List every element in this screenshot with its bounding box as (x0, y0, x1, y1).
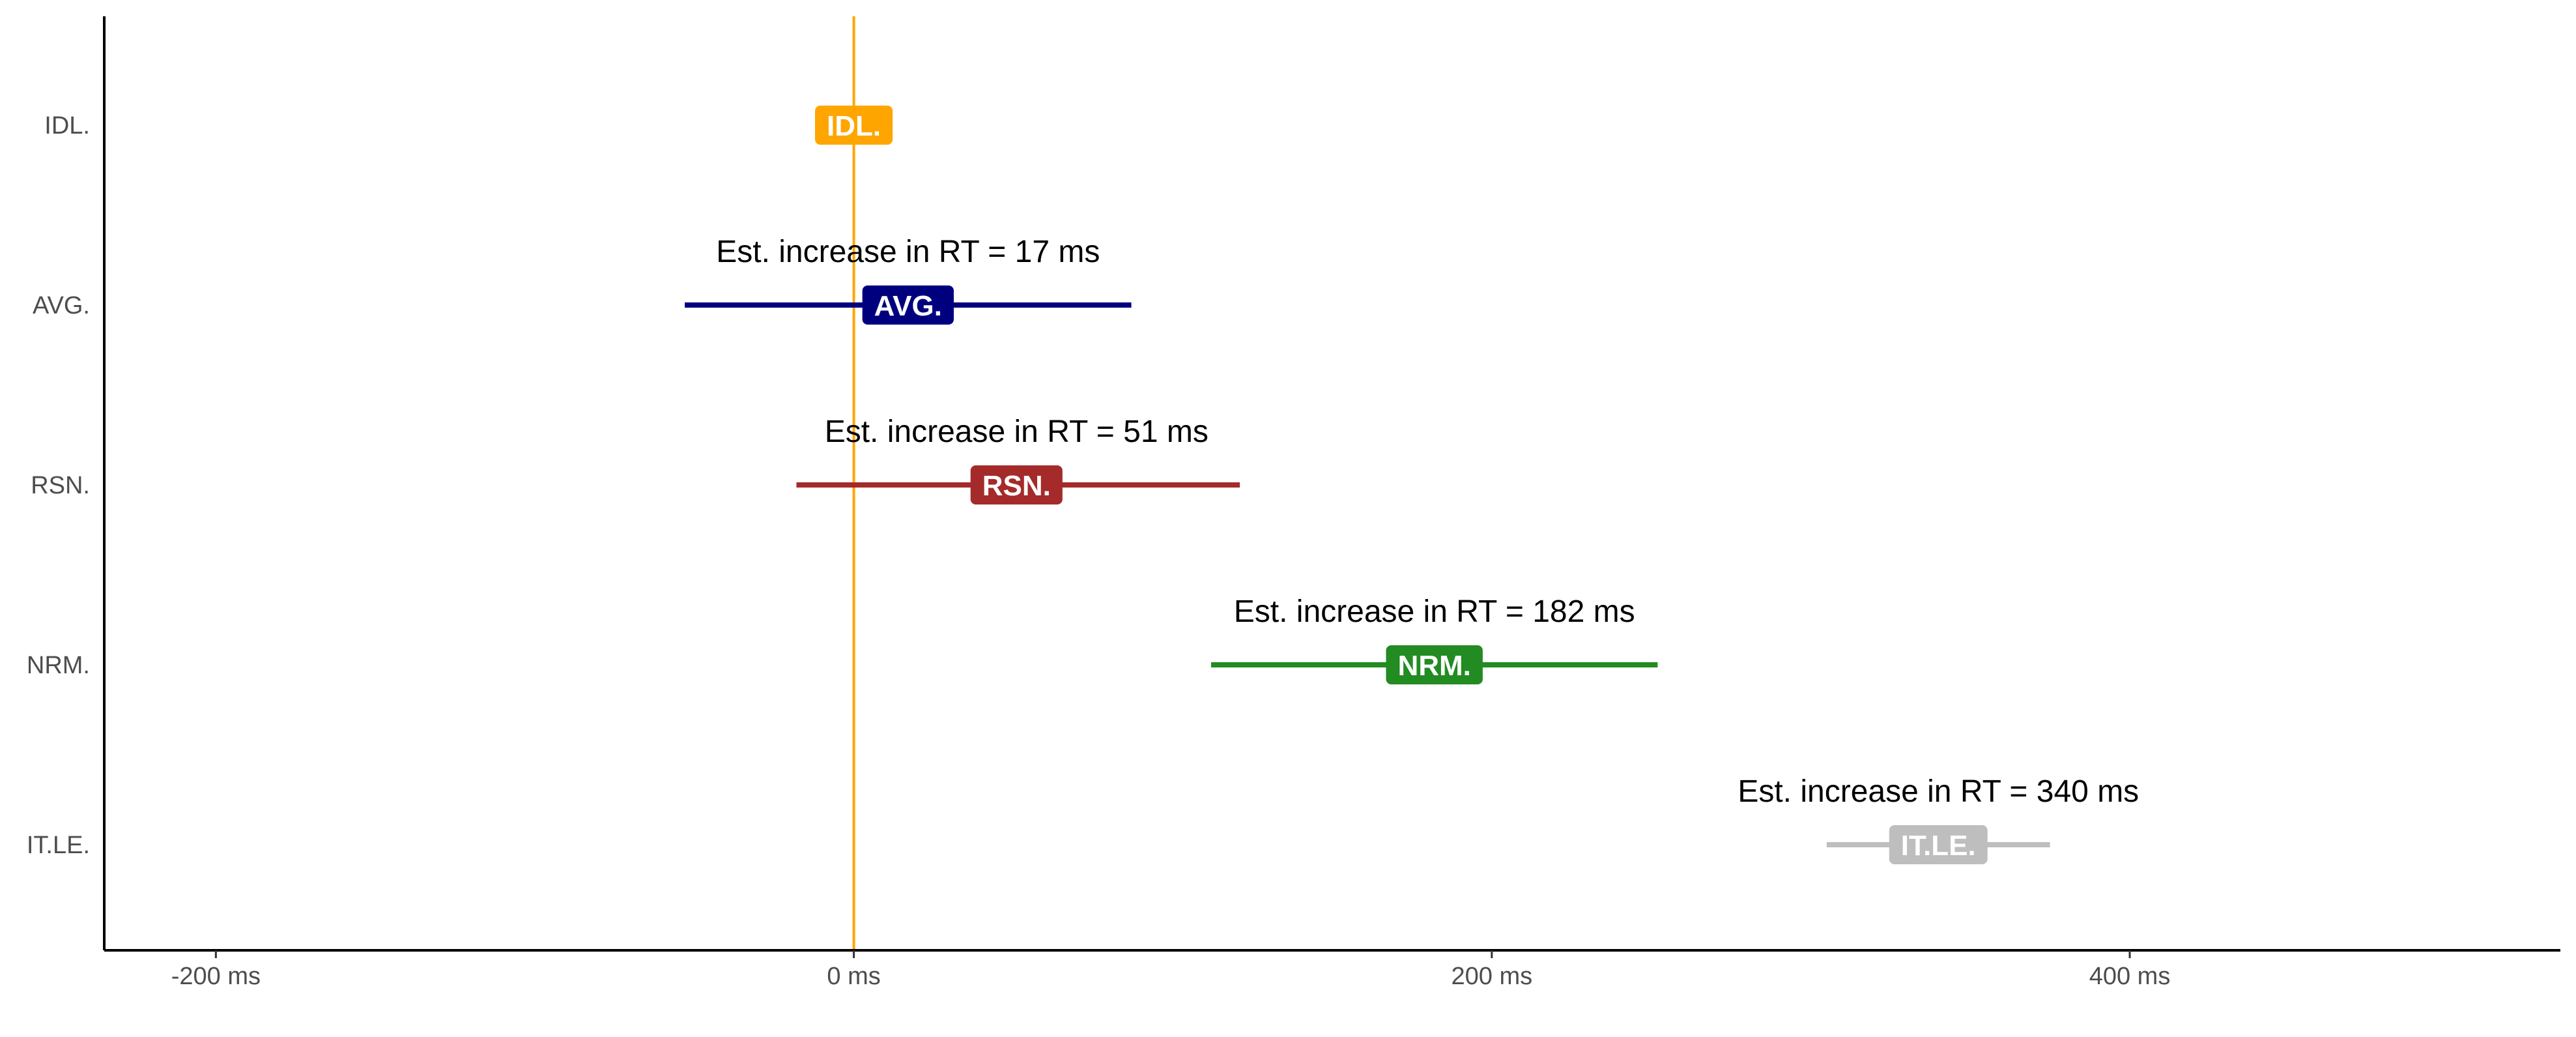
x-tick-label-200: 200 ms (1451, 963, 1532, 990)
series-layer: IDL. AVG. Est. increase in RT = 17 ms RSN. E… (685, 106, 2139, 864)
estimate-pill-box-nrm (1386, 645, 1483, 684)
estimate-pill-text-idl: IDL. (827, 110, 881, 142)
estimate-pill-nrm: NRM. (1386, 645, 1483, 684)
estimate-pill-box-rsn (970, 465, 1063, 504)
estimate-pill-itle: IT.LE. (1889, 825, 1988, 864)
axis-layer: IDL. AVG. RSN. NRM. IT.LE. -200 ms 0 ms 200 ms 4… (27, 16, 2560, 990)
estimate-pill-box-idl (815, 106, 893, 145)
annotation-avg: Est. increase in RT = 17 ms (716, 235, 1100, 269)
y-tick-label-idl: IDL. (44, 112, 90, 139)
y-tick-label-avg: AVG. (33, 292, 90, 319)
estimate-pill-text-nrm: NRM. (1397, 650, 1470, 682)
estimate-pill-text-itle: IT.LE. (1901, 830, 1976, 862)
annotation-itle: Est. increase in RT = 340 ms (1738, 774, 2139, 809)
estimate-pill-text-rsn: RSN. (982, 470, 1051, 502)
y-tick-label-itle: IT.LE. (27, 832, 90, 859)
estimate-pill-avg: AVG. (862, 285, 954, 325)
estimate-pill-box-itle (1889, 825, 1988, 864)
x-tick-label-0: 0 ms (827, 963, 880, 990)
estimate-pill-idl: IDL. (815, 106, 893, 145)
annotation-nrm: Est. increase in RT = 182 ms (1234, 594, 1635, 629)
estimate-pill-rsn: RSN. (970, 465, 1063, 504)
y-tick-label-rsn: RSN. (31, 472, 90, 499)
estimate-pill-text-avg: AVG. (874, 290, 942, 322)
y-tick-label-nrm: NRM. (27, 652, 90, 679)
x-tick-label-400: 400 ms (2089, 963, 2171, 990)
estimate-pill-box-avg (862, 285, 954, 325)
annotation-rsn: Est. increase in RT = 51 ms (825, 415, 1209, 449)
x-tick-label-neg200: -200 ms (171, 963, 261, 990)
